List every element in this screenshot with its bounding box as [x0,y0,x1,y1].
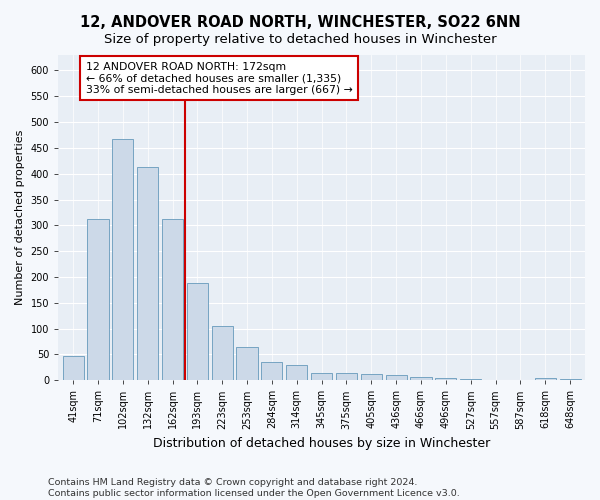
Bar [535,378,556,380]
Bar [162,219,183,380]
Text: Size of property relative to detached houses in Winchester: Size of property relative to detached ho… [104,32,496,46]
Bar [460,378,481,380]
Bar [361,374,382,380]
Bar [410,376,431,380]
Bar [386,375,407,380]
Bar [286,365,307,380]
Text: 12 ANDOVER ROAD NORTH: 172sqm
← 66% of detached houses are smaller (1,335)
33% o: 12 ANDOVER ROAD NORTH: 172sqm ← 66% of d… [86,62,352,94]
Bar [560,378,581,380]
Bar [311,373,332,380]
Bar [336,374,357,380]
X-axis label: Distribution of detached houses by size in Winchester: Distribution of detached houses by size … [153,437,490,450]
Bar [137,167,158,380]
Bar [112,138,133,380]
Y-axis label: Number of detached properties: Number of detached properties [15,130,25,306]
Bar [212,326,233,380]
Bar [187,283,208,380]
Bar [262,362,283,380]
Bar [88,219,109,380]
Bar [236,346,257,380]
Text: 12, ANDOVER ROAD NORTH, WINCHESTER, SO22 6NN: 12, ANDOVER ROAD NORTH, WINCHESTER, SO22… [80,15,520,30]
Text: Contains HM Land Registry data © Crown copyright and database right 2024.
Contai: Contains HM Land Registry data © Crown c… [48,478,460,498]
Bar [62,356,83,380]
Bar [435,378,457,380]
